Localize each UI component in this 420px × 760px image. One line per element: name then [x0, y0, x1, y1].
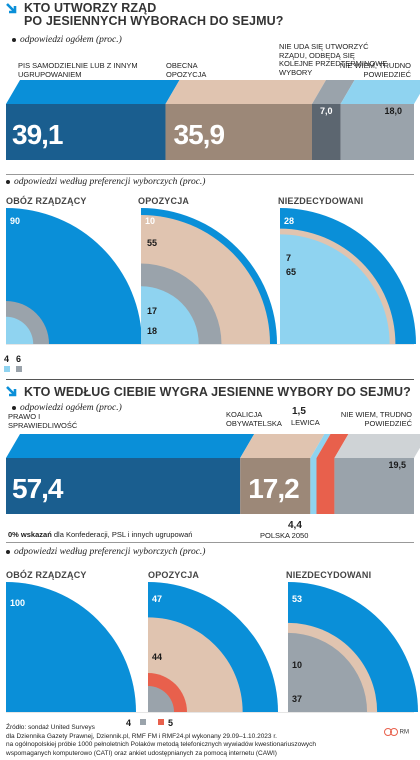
arrow-icon [6, 3, 18, 15]
bar-segment [240, 458, 311, 514]
bar-chart-1: 39,1 35,9 7,0 18,0 [6, 80, 420, 160]
bar-value-label: 7,0 [320, 106, 333, 116]
pie-value-label: 10 [292, 660, 302, 670]
divider [6, 174, 414, 175]
bar-segment [312, 104, 341, 160]
arrow-icon [6, 386, 18, 398]
pie-slice [6, 316, 34, 344]
label-pis-2: PRAWO I SPRAWIEDLIWOŚĆ [8, 412, 78, 430]
pie-value-label: 4 [4, 354, 9, 364]
label-ko: KOALICJA OBYWATELSKA [226, 410, 282, 428]
bar-chart-2: 57,4 17,2 19,5 [6, 434, 420, 514]
bar-segment [6, 458, 241, 514]
pie-value-label: 90 [10, 216, 20, 226]
pie-value-label: 28 [284, 216, 294, 226]
bar-segment-top [334, 434, 420, 458]
pie-value-label: 10 [145, 216, 155, 226]
pie-slice [6, 208, 142, 344]
divider-top [6, 379, 414, 380]
bar-segment [165, 104, 312, 160]
section1-title: KTO UTWORZY RZĄD PO JESIENNYCH WYBORACH … [24, 1, 284, 28]
bar-segment-top [316, 434, 349, 458]
pie-value-label: 44 [152, 652, 162, 662]
bar-value-label: 57,4 [12, 473, 64, 504]
section1-subtitle2: odpowiedzi według preferencji wyborczych… [6, 177, 205, 187]
bar-segment-top [6, 80, 180, 104]
logo-text: RM [399, 729, 410, 736]
bar-segment-top [240, 434, 325, 458]
note: 0% wskazań dla Konfederacji, PSL i innyc… [8, 530, 192, 539]
pie-slice [280, 234, 390, 344]
bar-segment [6, 104, 166, 160]
group-label-undecided-2: NIEZDECYDOWANI [286, 570, 372, 580]
bar-segment-top [310, 434, 331, 458]
bar-segment-top [6, 434, 255, 458]
bar-segment-top [340, 80, 420, 104]
bar-value-label: 39,1 [12, 119, 63, 150]
pie-value-label: 18 [147, 326, 157, 336]
pie-value-label: 53 [292, 594, 302, 604]
source-line: dla Dziennika Gazety Prawnej, Dziennik.p… [6, 732, 277, 740]
legend-swatch [158, 719, 164, 725]
pie-value-label: 65 [286, 267, 296, 277]
group-label-ruling: OBÓZ RZĄDZĄCY [6, 196, 87, 206]
label-polska2050: POLSKA 2050 [260, 531, 309, 540]
source-line: wspomaganych komputerowo (CATI) oraz ank… [6, 749, 277, 757]
pie-value-label: 47 [152, 594, 162, 604]
label-opposition: OBECNA OPOZYCJA [166, 61, 207, 79]
section2-subtitle: odpowiedzi ogółem (proc.) [12, 403, 122, 413]
pie-slice [288, 632, 368, 712]
pie-value-label: 17 [147, 306, 157, 316]
bar-value-label: 17,2 [248, 473, 299, 504]
pie-value-label: 37 [292, 694, 302, 704]
divider [6, 542, 414, 543]
pie-value-label: 7 [286, 253, 291, 263]
legend-swatch [16, 366, 22, 372]
section2-title: KTO WEDŁUG CIEBIE WYGRA JESIENNE WYBORY … [24, 385, 411, 399]
group-label-opposition: OPOZYCJA [138, 196, 190, 206]
label-dont-know-2: NIE WIEM, TRUDNO POWIEDZIEĆ [340, 410, 412, 428]
label-dont-know-1: NIE WIEM, TRUDNO POWIEDZIEĆ [339, 61, 411, 79]
pie-slice [6, 582, 136, 712]
bar-segment-top [312, 80, 355, 104]
source: Źródło: sondaż United Surveys dla Dzienn… [6, 724, 406, 758]
group-label-opposition-2: OPOZYCJA [148, 570, 200, 580]
legend-swatch [140, 719, 146, 725]
pie-value-label: 4 [126, 718, 131, 728]
label-no-government: NIE UDA SIĘ UTWORZYĆ RZĄDU, ODBĘDĄ SIĘ K… [279, 42, 388, 77]
pie-value-label: 6 [16, 354, 21, 364]
source-line: Źródło: sondaż United Surveys [6, 724, 95, 731]
pie-slice [148, 686, 174, 712]
group-label-ruling-2: OBÓZ RZĄDZĄCY [6, 570, 87, 580]
source-line: na ogólnopolskiej próbie 1000 pełnoletni… [6, 741, 317, 748]
bar-value-label: 18,0 [384, 106, 402, 116]
pie-slice [141, 286, 199, 344]
bar-value-label: 19,5 [388, 460, 406, 470]
value-lewica: 1,5 [292, 406, 306, 417]
note-rest: dla Konfederacji, PSL i innych ugrupowań [53, 530, 193, 539]
legend-swatch [4, 366, 10, 372]
pie-value-label: 55 [147, 238, 157, 248]
bar-value-label: 35,9 [174, 119, 225, 150]
value-polska2050: 4,4 [288, 520, 302, 531]
group-label-undecided: NIEZDECYDOWANI [278, 196, 364, 206]
bar-segment-top [165, 80, 326, 104]
bar-segment [316, 458, 335, 514]
label-pis: PIS SAMODZIELNIE LUB Z INNYM UGRUPOWANIE… [18, 61, 138, 79]
section2-subtitle2: odpowiedzi według preferencji wyborczych… [6, 547, 205, 557]
bar-segment [334, 458, 414, 514]
label-lewica: LEWICA [291, 418, 320, 427]
bar-segment [310, 458, 317, 514]
note-bold: 0% wskazań [8, 530, 52, 539]
pie-value-label: 100 [10, 598, 25, 608]
section1-subtitle: odpowiedzi ogółem (proc.) [12, 35, 122, 45]
pie-value-label: 5 [168, 718, 173, 728]
rmf-logo: RM [384, 728, 409, 736]
bar-segment [340, 104, 414, 160]
